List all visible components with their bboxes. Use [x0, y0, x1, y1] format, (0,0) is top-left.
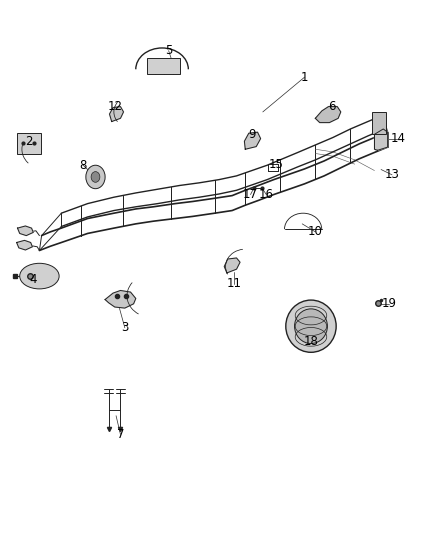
Ellipse shape	[294, 309, 327, 343]
Ellipse shape	[286, 300, 336, 352]
Text: 7: 7	[117, 428, 124, 441]
Circle shape	[86, 165, 105, 189]
Polygon shape	[244, 132, 261, 149]
Text: 8: 8	[80, 159, 87, 172]
Text: 16: 16	[259, 188, 274, 201]
Circle shape	[91, 172, 100, 182]
Text: 6: 6	[328, 100, 336, 113]
Polygon shape	[110, 107, 124, 122]
Text: 18: 18	[304, 335, 318, 348]
Ellipse shape	[20, 263, 59, 289]
Text: 12: 12	[107, 100, 122, 113]
Bar	[372, 112, 386, 134]
Bar	[147, 58, 180, 74]
Polygon shape	[17, 240, 32, 250]
Text: 17: 17	[243, 188, 258, 201]
Text: 13: 13	[385, 168, 399, 181]
Text: 19: 19	[381, 297, 396, 310]
Polygon shape	[18, 226, 33, 236]
Text: 5: 5	[165, 44, 172, 57]
FancyBboxPatch shape	[17, 133, 41, 154]
Text: 4: 4	[29, 273, 37, 286]
Polygon shape	[224, 258, 240, 273]
Polygon shape	[374, 129, 388, 150]
Polygon shape	[315, 107, 341, 123]
Text: 10: 10	[308, 225, 323, 238]
Text: 2: 2	[25, 135, 32, 148]
Text: 3: 3	[121, 321, 128, 334]
Text: 9: 9	[248, 128, 256, 141]
Polygon shape	[105, 290, 136, 308]
Text: 1: 1	[300, 71, 308, 84]
Text: 14: 14	[390, 132, 405, 145]
Text: 11: 11	[227, 277, 242, 290]
Text: 15: 15	[268, 158, 283, 171]
